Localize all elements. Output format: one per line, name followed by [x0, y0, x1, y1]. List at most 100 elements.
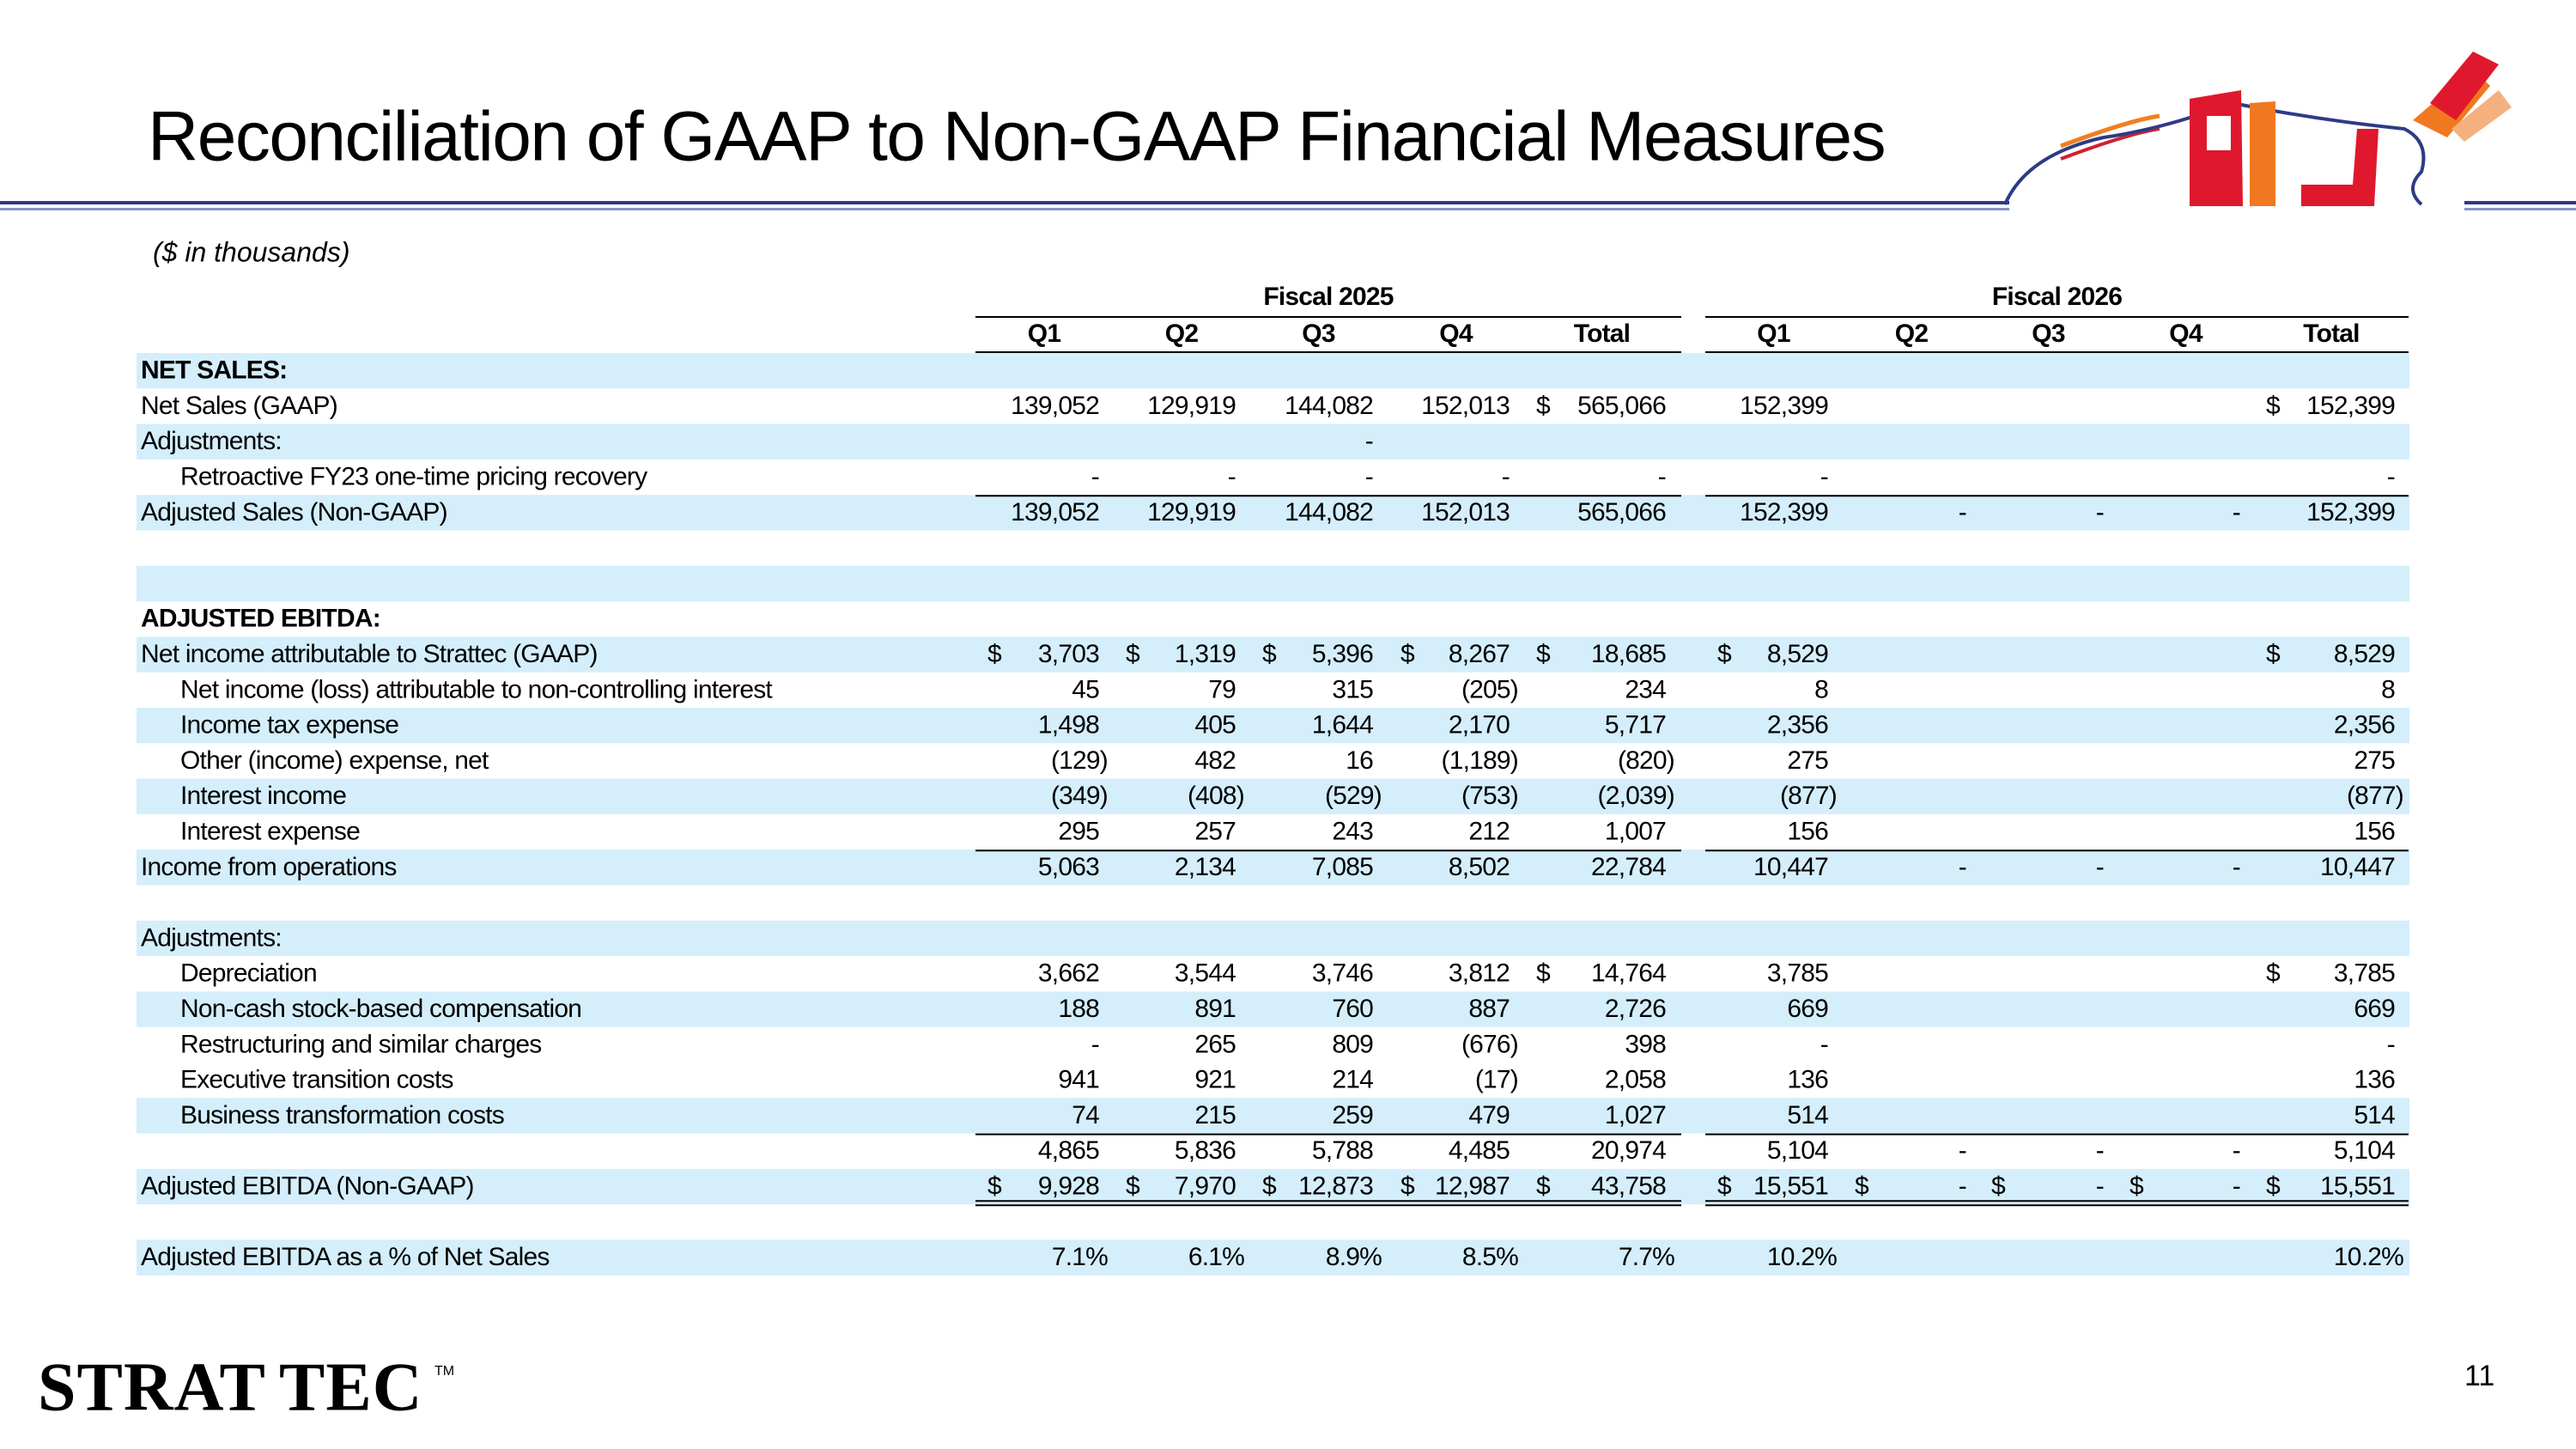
- row-label: Adjustments:: [141, 923, 282, 952]
- cell-value: 12,873: [1298, 1172, 1373, 1200]
- cell-value: -: [1228, 462, 1236, 490]
- cell-value: -: [1502, 462, 1510, 490]
- cell-value: 565,066: [1577, 392, 1666, 420]
- cell-value: 16: [1346, 746, 1373, 775]
- row-label: Depreciation: [180, 959, 317, 988]
- cell-value: 5,104: [2334, 1136, 2395, 1165]
- cell-value: -: [2233, 853, 2240, 881]
- swoosh: [2060, 127, 2160, 161]
- currency-sign: $: [1717, 640, 1732, 668]
- slide-title: Reconciliation of GAAP to Non-GAAP Finan…: [148, 98, 1885, 176]
- page-number: 11: [2464, 1360, 2494, 1392]
- cell-value: 1,644: [1312, 711, 1373, 740]
- row-label: Non-cash stock-based compensation: [180, 995, 581, 1023]
- door-window: [2207, 116, 2231, 150]
- cell-value: 15,551: [2320, 1172, 2395, 1200]
- group-header: Fiscal 2025: [1263, 283, 1393, 311]
- cell-value: 8: [1814, 675, 1828, 703]
- cell-value: 129,919: [1147, 498, 1236, 527]
- row-label: Other (income) expense, net: [180, 746, 489, 775]
- cell-value: 1,027: [1605, 1101, 1666, 1129]
- cell-value: 156: [2354, 817, 2395, 845]
- cell-value: 14,764: [1591, 959, 1666, 988]
- cell-value: -: [1091, 462, 1099, 490]
- column-header: Q4: [1439, 320, 1473, 348]
- header-graphic: [2003, 52, 2512, 206]
- row-label: Restructuring and similar charges: [180, 1030, 541, 1058]
- cell-value: 152,013: [1421, 498, 1510, 527]
- cell-value: 79: [1208, 675, 1236, 703]
- row-band: [137, 708, 2409, 744]
- cell-value: -: [2233, 1172, 2240, 1200]
- rule-line: [0, 208, 2009, 210]
- cell-value: 3,544: [1175, 959, 1236, 988]
- cell-value: -: [2233, 1136, 2240, 1165]
- cell-value: 398: [1625, 1030, 1666, 1058]
- cell-value: 275: [2354, 746, 2395, 775]
- rule-line: [2464, 201, 2576, 204]
- column-header: Q4: [2169, 320, 2203, 348]
- row-label: Interest income: [180, 782, 346, 810]
- cell-value: -: [1365, 427, 1373, 455]
- cell-value: 941: [1058, 1066, 1099, 1094]
- cell-value: 275: [1787, 746, 1828, 775]
- row-band: [137, 423, 2409, 460]
- row-label: Net Sales (GAAP): [141, 392, 337, 420]
- row-label: Adjusted EBITDA (Non-GAAP): [141, 1172, 474, 1200]
- row-band: [137, 1098, 2409, 1134]
- cell-value: 7.1%: [1052, 1243, 1108, 1271]
- cell-value: 669: [1787, 995, 1828, 1023]
- column-header: Q2: [1165, 320, 1199, 348]
- cell-value: -: [2387, 1030, 2395, 1058]
- row-band: [137, 991, 2409, 1027]
- cell-value: 152,399: [2306, 498, 2395, 527]
- cell-value: (2,039): [1598, 782, 1674, 810]
- row-label: Business transformation costs: [180, 1101, 504, 1129]
- currency-sign: $: [987, 640, 1002, 668]
- cell-value: (205): [1461, 675, 1518, 703]
- cell-value: -: [1959, 853, 1966, 881]
- flag: [2451, 90, 2512, 142]
- cell-value: -: [1091, 1030, 1099, 1058]
- cell-value: 669: [2354, 995, 2395, 1023]
- cell-value: 514: [2354, 1101, 2395, 1129]
- cell-value: 215: [1194, 1101, 1236, 1129]
- row-label: Executive transition costs: [180, 1066, 453, 1094]
- currency-sign: $: [1536, 959, 1551, 988]
- cell-value: 8,502: [1449, 853, 1510, 881]
- cell-value: 809: [1332, 1030, 1373, 1058]
- cell-value: 18,685: [1591, 640, 1666, 668]
- cell-value: 3,785: [2334, 959, 2395, 988]
- cell-value: (129): [1051, 746, 1108, 775]
- row-band: [137, 778, 2409, 814]
- cell-value: 139,052: [1011, 392, 1099, 420]
- cell-value: -: [2233, 498, 2240, 527]
- currency-sign: $: [2266, 959, 2281, 988]
- currency-sign: $: [1536, 640, 1551, 668]
- currency-sign: $: [1717, 1172, 1732, 1200]
- cell-value: 6.1%: [1188, 1243, 1244, 1271]
- table: Fiscal 2025 Fiscal 2026 Q1 Q2 Q3 Q4 Total Q1 Q2 Q…: [137, 283, 2409, 1275]
- cell-value: 3,703: [1038, 640, 1099, 668]
- cell-value: 760: [1332, 995, 1373, 1023]
- cell-value: -: [1959, 498, 1966, 527]
- cell-value: 1,319: [1175, 640, 1236, 668]
- currency-sign: $: [2266, 1172, 2281, 1200]
- cell-value: (349): [1051, 782, 1108, 810]
- row-band: [137, 565, 2409, 602]
- cell-value: 8: [2381, 675, 2395, 703]
- cell-value: -: [1820, 462, 1828, 490]
- cell-value: 214: [1332, 1066, 1373, 1094]
- group-header: Fiscal 2026: [1992, 283, 2122, 311]
- cell-value: -: [1820, 1030, 1828, 1058]
- currency-sign: $: [1536, 1172, 1551, 1200]
- rule-line: [2464, 208, 2576, 210]
- logo-left: STRAT: [38, 1349, 266, 1425]
- cell-value: 405: [1194, 711, 1236, 740]
- currency-sign: $: [1400, 640, 1415, 668]
- cell-value: -: [2096, 853, 2104, 881]
- cell-value: (17): [1475, 1066, 1518, 1094]
- cell-value: 5,717: [1605, 711, 1666, 740]
